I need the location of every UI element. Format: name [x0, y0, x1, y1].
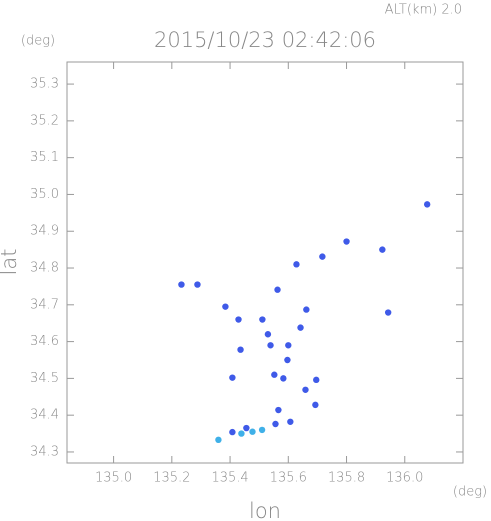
x-axis-label: lon — [249, 499, 281, 521]
y-tick-label: 34.4 — [30, 408, 59, 423]
echo-point — [302, 386, 309, 393]
altitude-label: ALT(km) 2.0 — [385, 3, 462, 18]
plot-frame — [66, 61, 464, 464]
echo-point — [303, 306, 310, 313]
y-tick-label: 34.5 — [30, 371, 59, 386]
y-tick-label: 34.7 — [30, 297, 59, 312]
echo-point — [267, 342, 274, 349]
echo-point — [264, 331, 272, 338]
x-tick-label: 135.4 — [211, 471, 248, 486]
y-tick-label: 34.9 — [30, 224, 59, 239]
echo-point — [423, 201, 431, 208]
y-unit: (deg) — [21, 34, 55, 49]
y-tick-label: 35.2 — [30, 113, 59, 128]
y-tick-label: 34.8 — [30, 261, 59, 276]
echo-point — [237, 346, 244, 353]
echo-point — [178, 281, 185, 288]
echo-point — [215, 436, 222, 444]
y-tick-label: 34.6 — [30, 334, 59, 349]
echo-point — [312, 401, 319, 409]
y-tick-label: 34.3 — [30, 444, 59, 459]
echo-point — [297, 324, 304, 331]
x-tick-label: 135.0 — [95, 471, 132, 486]
echo-point — [379, 246, 386, 253]
y-axis-label: lat — [0, 249, 21, 276]
echo-point — [249, 428, 256, 435]
echo-point — [259, 316, 266, 323]
x-unit: (deg) — [453, 485, 487, 500]
echo-point — [194, 281, 201, 288]
x-tick-label: 135.6 — [270, 471, 307, 486]
echo-point — [258, 426, 266, 434]
echo-point — [272, 420, 279, 428]
echo-point — [229, 374, 236, 381]
echo-point — [384, 309, 392, 316]
echo-point — [293, 261, 300, 268]
x-tick-label: 135.8 — [328, 471, 365, 486]
echo-point — [319, 253, 326, 260]
echo-point — [238, 430, 245, 437]
echo-point — [222, 303, 229, 310]
echo-point — [343, 238, 350, 245]
echo-point — [285, 342, 292, 349]
chart-title: 2015/10/23 02:42:06 — [154, 28, 376, 52]
y-tick-label: 35.3 — [30, 77, 59, 92]
echo-point — [229, 428, 236, 436]
echo-point — [235, 316, 242, 323]
echo-point — [280, 375, 287, 382]
echo-point — [271, 371, 278, 378]
echo-point — [313, 376, 320, 384]
y-tick-label: 35.1 — [30, 150, 59, 165]
echo-point — [275, 406, 282, 414]
x-tick-label: 136.0 — [386, 471, 423, 486]
y-tick-label: 35.0 — [30, 187, 59, 202]
echo-point — [243, 424, 250, 432]
echo-point — [284, 356, 291, 364]
echo-point — [274, 286, 281, 293]
echo-point — [287, 418, 294, 425]
x-tick-label: 135.2 — [153, 471, 190, 486]
